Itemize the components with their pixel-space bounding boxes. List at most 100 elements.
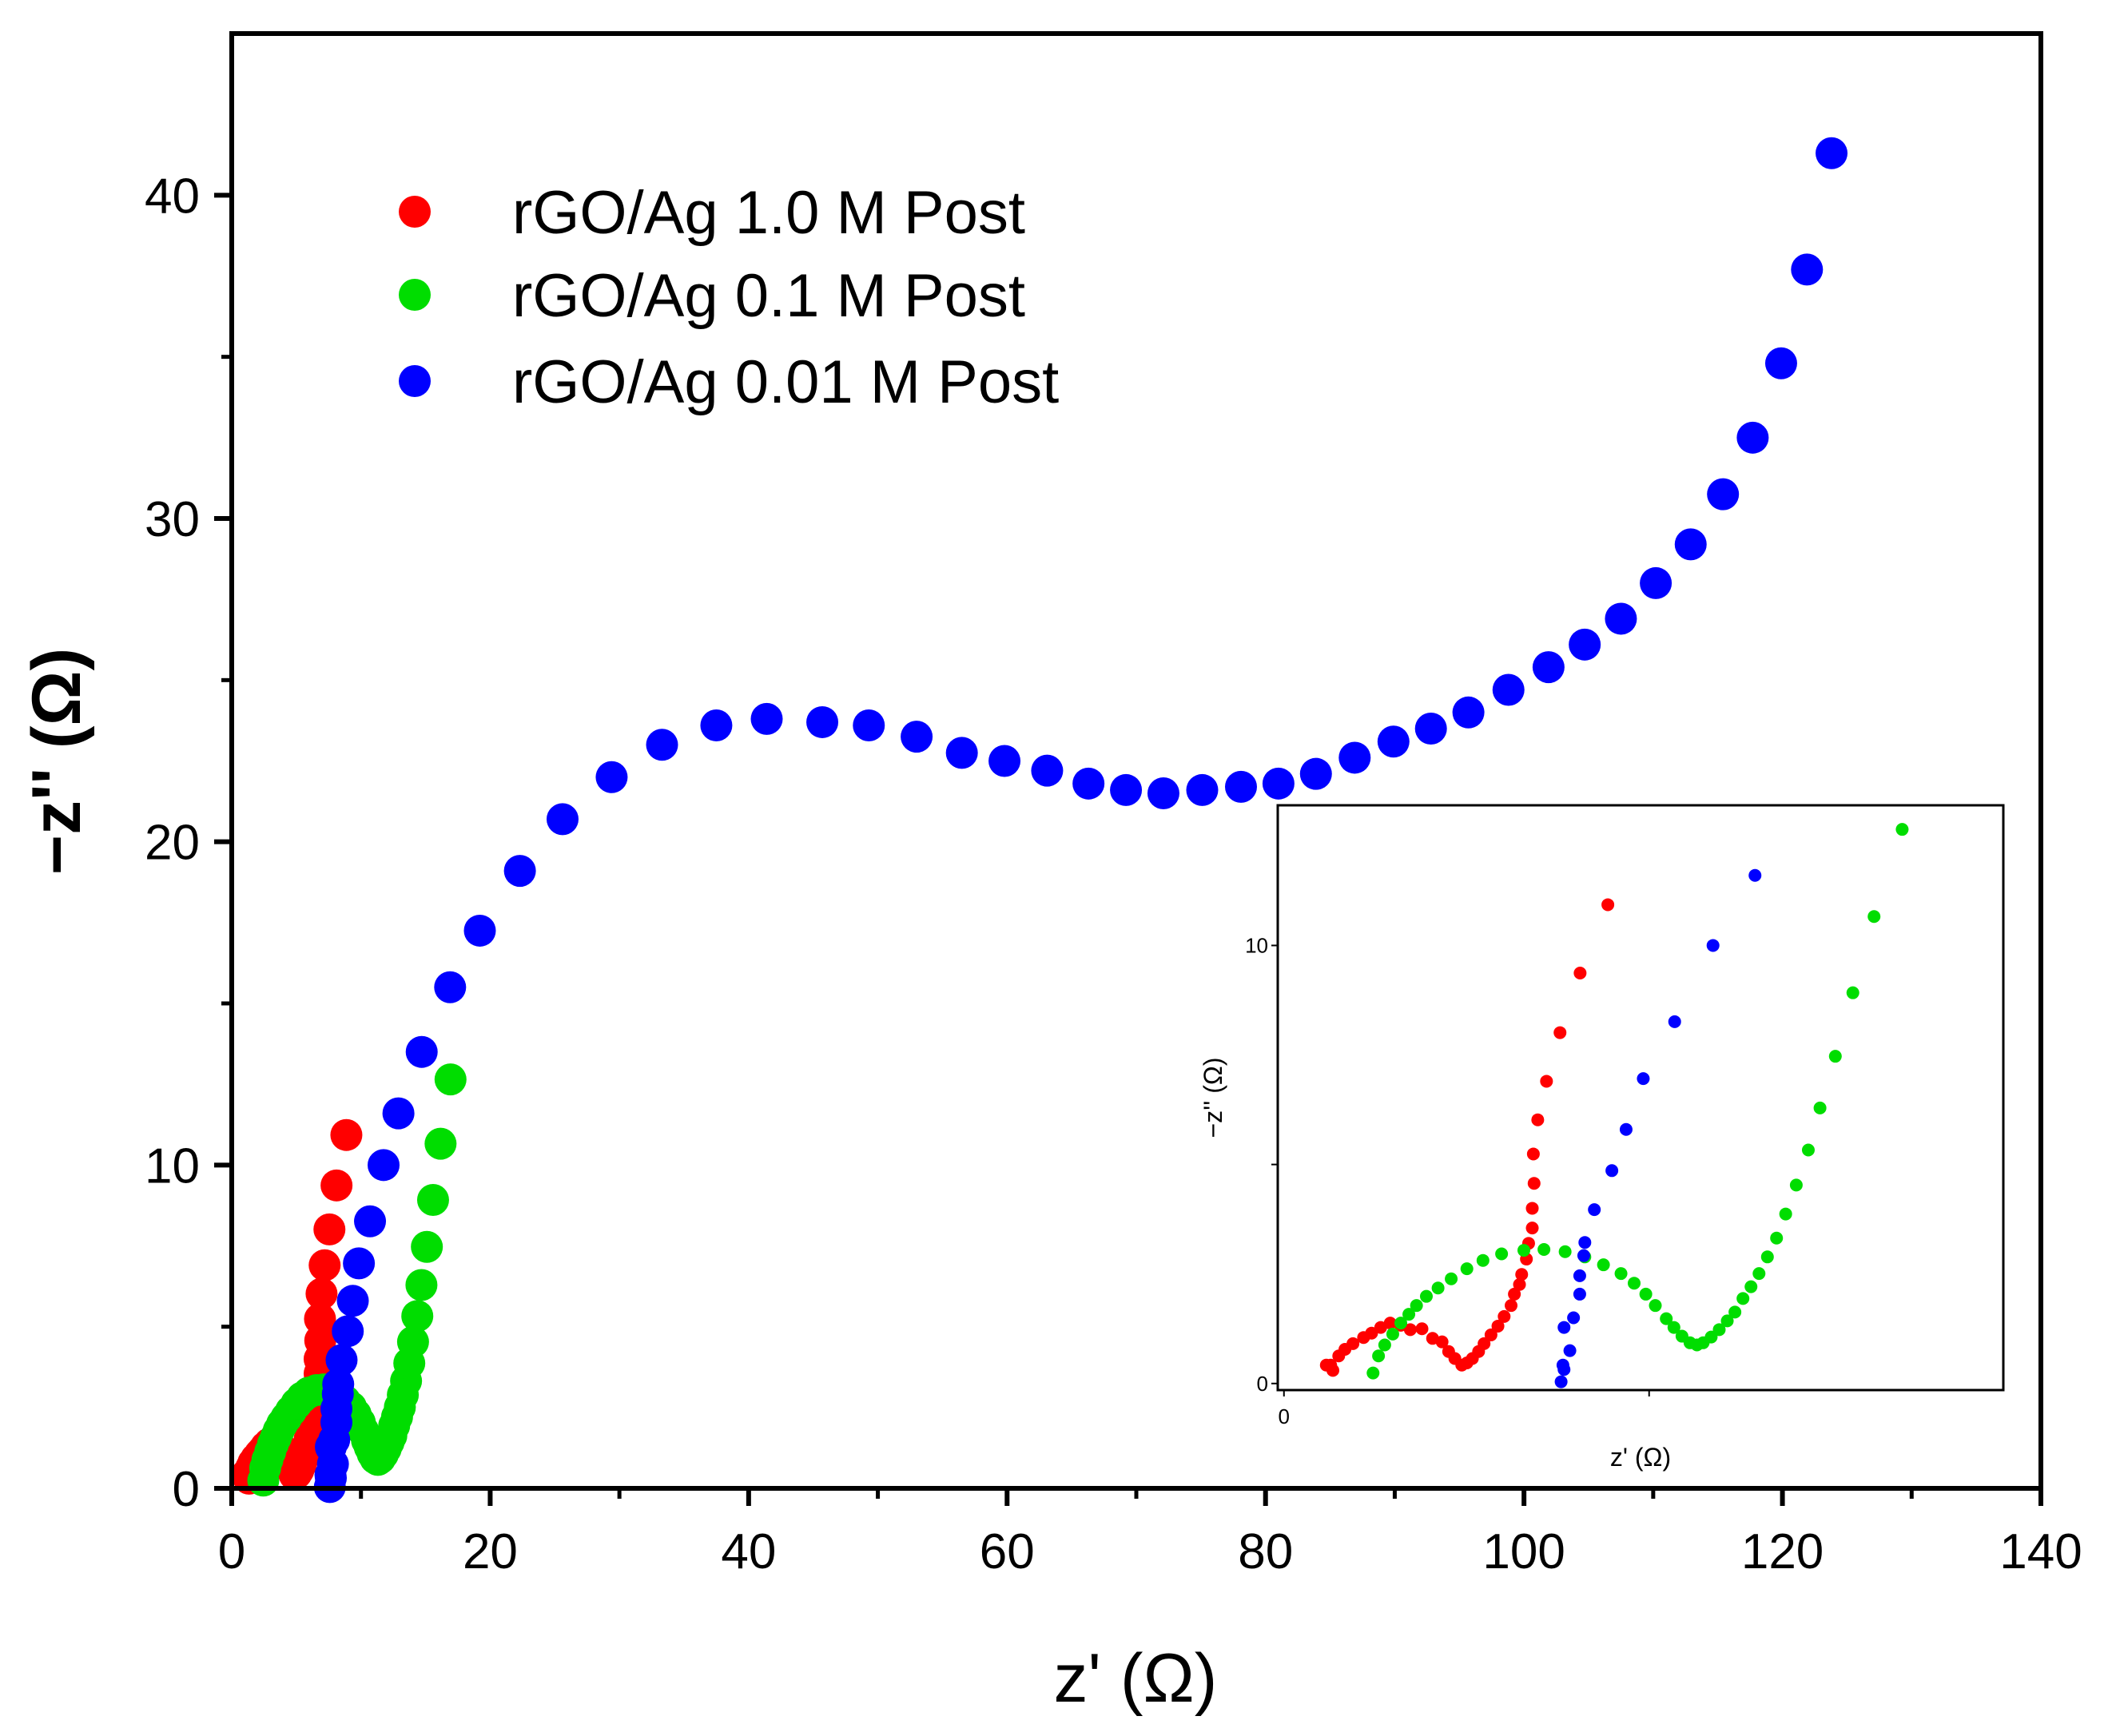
legend-item: rGO/Ag 0.1 M Post (399, 262, 1025, 330)
inset-data-point (1394, 1317, 1407, 1330)
inset-data-point (1573, 967, 1587, 980)
inset-data-point (1573, 1287, 1586, 1301)
inset-data-point (1752, 1267, 1766, 1281)
data-point (503, 855, 536, 888)
inset-plot: 00 10 z' (Ω) −z'' (Ω) (1199, 804, 2005, 1472)
data-point (1640, 566, 1672, 599)
inset-data-point (1660, 1312, 1673, 1325)
inset-data-point (1554, 1375, 1568, 1388)
inset-data-point (1540, 1075, 1553, 1088)
data-point (1031, 754, 1064, 787)
y-tick-label: 0 (173, 1462, 200, 1517)
data-point (806, 705, 839, 738)
inset-data-point (1525, 1222, 1539, 1235)
inset-x-tick-label: 0 (1279, 1404, 1290, 1428)
inset-data-point (1508, 1287, 1521, 1301)
data-point (411, 1230, 443, 1263)
inset-data-point (1415, 1322, 1429, 1336)
inset-series-1 (1366, 823, 1909, 1380)
y-axis-title: −z'' (Ω) (18, 648, 95, 875)
inset-data-point (1556, 1358, 1569, 1372)
data-point (401, 1300, 434, 1333)
x-tick-label: 120 (1741, 1524, 1824, 1579)
data-point (750, 702, 783, 735)
inset-data-point (1346, 1337, 1360, 1350)
data-point (325, 1344, 358, 1376)
data-point (1414, 713, 1447, 745)
inset-data-point (1517, 1244, 1530, 1257)
data-point (1791, 253, 1824, 286)
data-point (368, 1149, 400, 1182)
data-point (463, 914, 496, 947)
data-point (424, 1127, 457, 1160)
data-point (343, 1247, 376, 1280)
legend-label: rGO/Ag 1.0 M Post (512, 179, 1025, 247)
inset-data-point (1649, 1299, 1662, 1313)
inset-data-point (1491, 1319, 1505, 1333)
data-point (305, 1277, 338, 1310)
x-tick-label: 20 (463, 1524, 518, 1579)
inset-data-point (1712, 1323, 1726, 1337)
data-point (1224, 770, 1257, 803)
data-point (396, 1325, 429, 1358)
data-point (332, 1315, 364, 1348)
data-point (1110, 773, 1143, 806)
data-point (901, 721, 933, 753)
inset-data-point (1403, 1323, 1417, 1337)
inset-data-point (1478, 1337, 1491, 1350)
inset-data-point (1505, 1299, 1518, 1313)
inset-y-tick-label: 0 (1257, 1372, 1268, 1396)
inset-data-point (1525, 1202, 1539, 1215)
data-point (1186, 773, 1219, 806)
inset-data-point (1748, 868, 1762, 882)
data-point (313, 1213, 346, 1245)
x-tick-label: 140 (1999, 1524, 2082, 1579)
inset-data-point (1372, 1349, 1386, 1363)
y-tick-label: 30 (145, 492, 200, 547)
data-point (1605, 602, 1637, 635)
inset-data-point (1383, 1317, 1397, 1330)
inset-data-point (1720, 1314, 1734, 1328)
data-point (1736, 421, 1769, 454)
inset-data-point (1563, 1344, 1577, 1357)
data-point (405, 1269, 438, 1301)
data-point (434, 1063, 467, 1096)
inset-data-point (1386, 1327, 1399, 1341)
inset-data-point (1431, 1281, 1445, 1295)
data-point (308, 1249, 341, 1281)
inset-data-point (1760, 1250, 1774, 1264)
inset-data-point (1365, 1326, 1378, 1340)
y-tick-label: 20 (145, 816, 200, 871)
inset-data-point (1601, 898, 1615, 912)
inset-data-point (1744, 1280, 1758, 1293)
data-point (322, 1368, 355, 1400)
series-2 (313, 137, 1848, 1504)
inset-data-point (1628, 1277, 1641, 1290)
inset-y-tick-label: 10 (1245, 933, 1268, 957)
inset-series-2 (1554, 868, 1762, 1388)
inset-data-point (1605, 1164, 1619, 1178)
data-point (405, 1035, 438, 1068)
data-point (595, 761, 628, 793)
data-point (988, 745, 1021, 777)
data-point (1338, 741, 1371, 774)
data-point (1452, 696, 1485, 729)
data-point (304, 1302, 336, 1335)
x-tick-label: 60 (980, 1524, 1035, 1579)
legend-label: rGO/Ag 0.01 M Post (512, 348, 1059, 416)
inset-data-point (1531, 1113, 1545, 1126)
inset-data-point (1419, 1289, 1433, 1303)
data-point (1569, 628, 1601, 661)
inset-data-point (1578, 1236, 1592, 1249)
inset-data-point (1537, 1242, 1551, 1256)
legend: rGO/Ag 1.0 M Post rGO/Ag 0.1 M Post rGO/Ag… (399, 179, 1059, 416)
x-tick-label: 0 (218, 1524, 245, 1579)
data-point (1262, 767, 1295, 800)
inset-data-point (1614, 1267, 1628, 1281)
data-point (1674, 528, 1707, 561)
inset-data-point (1366, 1366, 1380, 1380)
inset-data-point (1637, 1072, 1650, 1086)
inset-data-point (1728, 1305, 1742, 1319)
inset-data-point (1597, 1258, 1610, 1272)
